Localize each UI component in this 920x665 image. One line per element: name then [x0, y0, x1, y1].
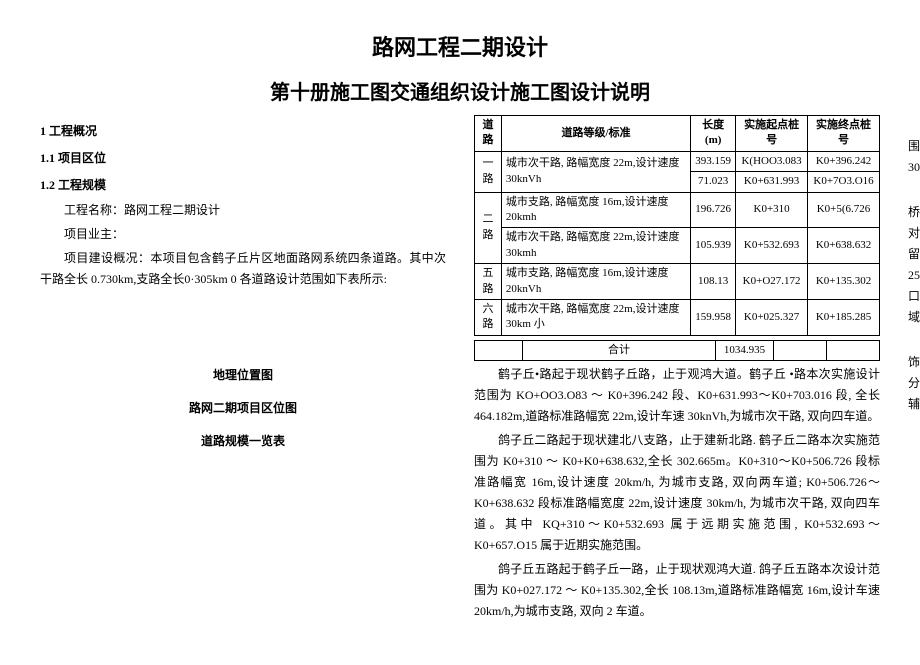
td: K0+396.242 — [808, 151, 880, 171]
title-block: 路网工程二期设计 第十册施工图交通组织设计施工图设计说明 — [40, 30, 880, 105]
title-line2: 第十册施工图交通组织设计施工图设计说明 — [40, 76, 880, 105]
table-row: 二路 城市支路, 路幅宽度 16m,设计速度 20kmh 196.726 K0+… — [475, 192, 880, 228]
td: 城市次干路, 路幅宽度 22m,设计速度 30km 小 — [501, 299, 690, 335]
para-4: 鹤子丘六路起于鹤子丘二路，止于现状小苑路。鹤子丘六路本次设计范围为 K0+025… — [908, 115, 920, 178]
project-overview: 项目建设概况：本项目包含鹤子丘片区地面路网系统四条道路。其中次干路全长 0.73… — [40, 248, 446, 290]
td: 城市次干路, 路幅宽度 22m,设计速度 30kmh — [501, 228, 690, 264]
td: K0+135.302 — [808, 264, 880, 300]
location-label: 路网二期项目区位图 — [40, 398, 446, 419]
map-label: 地理位置图 — [40, 365, 446, 386]
title-line1: 路网工程二期设计 — [40, 30, 880, 62]
body-columns: 1 工程概况 1.1 项目区位 1.2 工程规模 工程名称：路网工程二期设计 项… — [40, 115, 880, 635]
td: 二路 — [475, 192, 502, 264]
heading-1-1: 1.1 项目区位 — [40, 148, 446, 169]
td: 71.023 — [691, 172, 736, 192]
td: K0+7O3.O16 — [808, 172, 880, 192]
td: 393.159 — [691, 151, 736, 171]
para-5: 本次设计鹤子丘一路与鹤子丘五路红线范围内, 参考《丰庆市江北区观音桥组团 108… — [908, 181, 920, 328]
th: 道路等级/标准 — [501, 116, 690, 152]
th: 道路 — [475, 116, 502, 152]
table-row: 城市次干路, 路幅宽度 22m,设计速度 30kmh 105.939 K0+53… — [475, 228, 880, 264]
td-empty — [774, 340, 827, 360]
road-table-wrap: 道路 道路等级/标准 长度(m) 实施起点桩号 实施终点桩号 一路 城市次干路,… — [474, 115, 880, 336]
td: K0+185.285 — [808, 299, 880, 335]
table-row: 一路 城市次干路, 路幅宽度 22m,设计速度 30knVh 393.159 K… — [475, 151, 880, 171]
td: 城市支路, 路幅宽度 16m,设计速度 20kmh — [501, 192, 690, 228]
td: K0+310 — [736, 192, 808, 228]
para-2: 鸽子丘二路起于现状建北八支路，止于建新北路. 鹤子丘二路本次实施范围为 K0+3… — [474, 430, 880, 556]
table-total-row: 合计 1034.935 — [475, 340, 880, 360]
td: 159.958 — [691, 299, 736, 335]
heading-1-2: 1.2 工程规模 — [40, 175, 446, 196]
table-header-row: 道路 道路等级/标准 长度(m) 实施起点桩号 实施终点桩号 — [475, 116, 880, 152]
td: 五路 — [475, 264, 502, 300]
para-1: 鹤子丘•路起于现状鹤子丘路，止于观鸿大道。鹤子丘 •路本次实施设计范围为 KO+… — [474, 364, 880, 427]
td: 108.13 — [691, 264, 736, 300]
road-table: 道路 道路等级/标准 长度(m) 实施起点桩号 实施终点桩号 一路 城市次干路,… — [474, 115, 880, 336]
table-title: 道路规模一览表 — [40, 431, 446, 452]
td: K0+631.993 — [736, 172, 808, 192]
td: 六路 — [475, 299, 502, 335]
td-empty — [475, 340, 523, 360]
project-owner: 项目业主： — [40, 224, 446, 245]
th: 实施起点桩号 — [736, 116, 808, 152]
td: K0+025.327 — [736, 299, 808, 335]
table-row: 六路 城市次干路, 路幅宽度 22m,设计速度 30km 小 159.958 K… — [475, 299, 880, 335]
heading-1: 1 工程概况 — [40, 121, 446, 142]
spacer — [40, 293, 446, 353]
th: 实施终点桩号 — [808, 116, 880, 152]
td-empty — [827, 340, 880, 360]
para-3: 鸽子丘五路起于鹤子丘一路，止于现状观鸿大道. 鸽子丘五路本次设计范围为 K0+0… — [474, 559, 880, 622]
td: K0+O27.172 — [736, 264, 808, 300]
road-table-total: 合计 1034.935 — [474, 340, 880, 361]
td-total-value: 1034.935 — [716, 340, 774, 360]
td: 一路 — [475, 151, 502, 192]
td: 196.726 — [691, 192, 736, 228]
para-6: 本次架空设计仅进行土建预留, 通道内部交通组织、地块接入开口以及装饰等由业主另行… — [908, 331, 920, 415]
td-total-label: 合计 — [523, 340, 716, 360]
td: K0+638.632 — [808, 228, 880, 264]
project-name: 工程名称：路网工程二期设计 — [40, 200, 446, 221]
td: K0+532.693 — [736, 228, 808, 264]
td: 城市次干路, 路幅宽度 22m,设计速度 30knVh — [501, 151, 690, 192]
th: 长度(m) — [691, 116, 736, 152]
table-row: 五路 城市支路, 路幅宽度 16m,设计速度 20knVh 108.13 K0+… — [475, 264, 880, 300]
td: 105.939 — [691, 228, 736, 264]
td: K0+5(6.726 — [808, 192, 880, 228]
td: K(HOO3.083 — [736, 151, 808, 171]
td: 城市支路, 路幅宽度 16m,设计速度 20knVh — [501, 264, 690, 300]
